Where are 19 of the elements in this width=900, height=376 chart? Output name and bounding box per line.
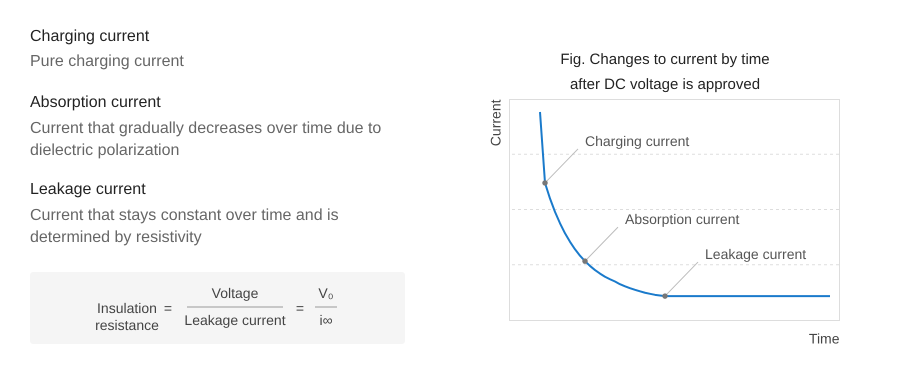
text: Insulation resistance xyxy=(95,300,160,333)
text: Pure charging current xyxy=(30,53,184,70)
y-axis-title: Current xyxy=(488,99,504,146)
text: Leakage current xyxy=(184,312,286,328)
text: Current that gradually decreases over time due to dielectric polarization xyxy=(30,120,382,159)
text: i∞ xyxy=(319,312,333,328)
text: V₀ xyxy=(318,285,334,301)
annotation: Absorption current xyxy=(625,211,740,228)
text: Absorption current xyxy=(30,94,162,111)
text: Charging current xyxy=(30,28,150,45)
x-axis-title: Time xyxy=(808,330,840,346)
text: Leakage current xyxy=(30,181,146,198)
text: Current that stays constant over time and is determined by resistivity xyxy=(30,207,339,246)
text: = xyxy=(164,300,172,316)
text: Voltage xyxy=(212,285,259,301)
annotation: Charging current xyxy=(585,132,690,149)
chart-title: Fig. Changes to current by time after DC voltage is approved xyxy=(560,51,770,93)
text: = xyxy=(296,300,304,316)
annotation: Leakage current xyxy=(705,246,806,262)
